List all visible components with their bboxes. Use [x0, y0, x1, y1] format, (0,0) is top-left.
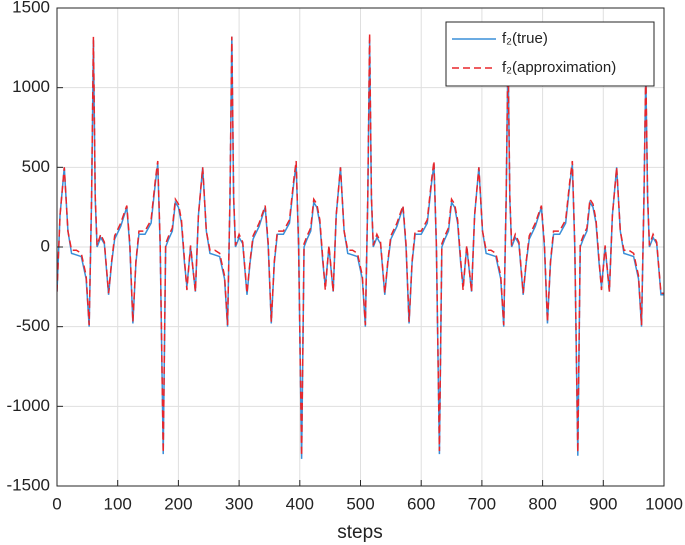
x-tick-label: 700 — [468, 494, 496, 513]
x-tick-label: 100 — [104, 494, 132, 513]
y-tick-label: 0 — [41, 236, 50, 255]
x-tick-label: 300 — [225, 494, 253, 513]
legend-label: f₂(true) — [502, 30, 548, 47]
lines — [57, 33, 664, 459]
y-tick-label: -1500 — [7, 475, 50, 494]
y-tick-label: 1000 — [12, 77, 50, 96]
x-tick-label: 900 — [589, 494, 617, 513]
y-tick-label: 1500 — [12, 0, 50, 16]
legend: f₂(true) f₂(approximation) — [445, 21, 655, 87]
legend-label: f₂(approximation) — [502, 59, 616, 76]
x-tick-label: 500 — [346, 494, 374, 513]
x-tick-label: 0 — [52, 494, 61, 513]
series-line — [57, 36, 664, 459]
x-tick-label: 200 — [164, 494, 192, 513]
y-tick-label: 500 — [22, 157, 50, 176]
y-tick-label: -500 — [16, 316, 50, 335]
legend-box — [445, 21, 655, 87]
y-tick-label: -1000 — [7, 396, 50, 415]
x-tick-label: 800 — [528, 494, 556, 513]
x-tick-label: 1000 — [645, 494, 683, 513]
x-tick-label: 400 — [286, 494, 314, 513]
x-axis-label: steps — [337, 522, 382, 543]
series-line — [57, 33, 664, 456]
x-tick-label: 600 — [407, 494, 435, 513]
ticks: 0 100 200 300 400 500 600 700 800 900 1000 -1500 -10… — [7, 0, 683, 513]
